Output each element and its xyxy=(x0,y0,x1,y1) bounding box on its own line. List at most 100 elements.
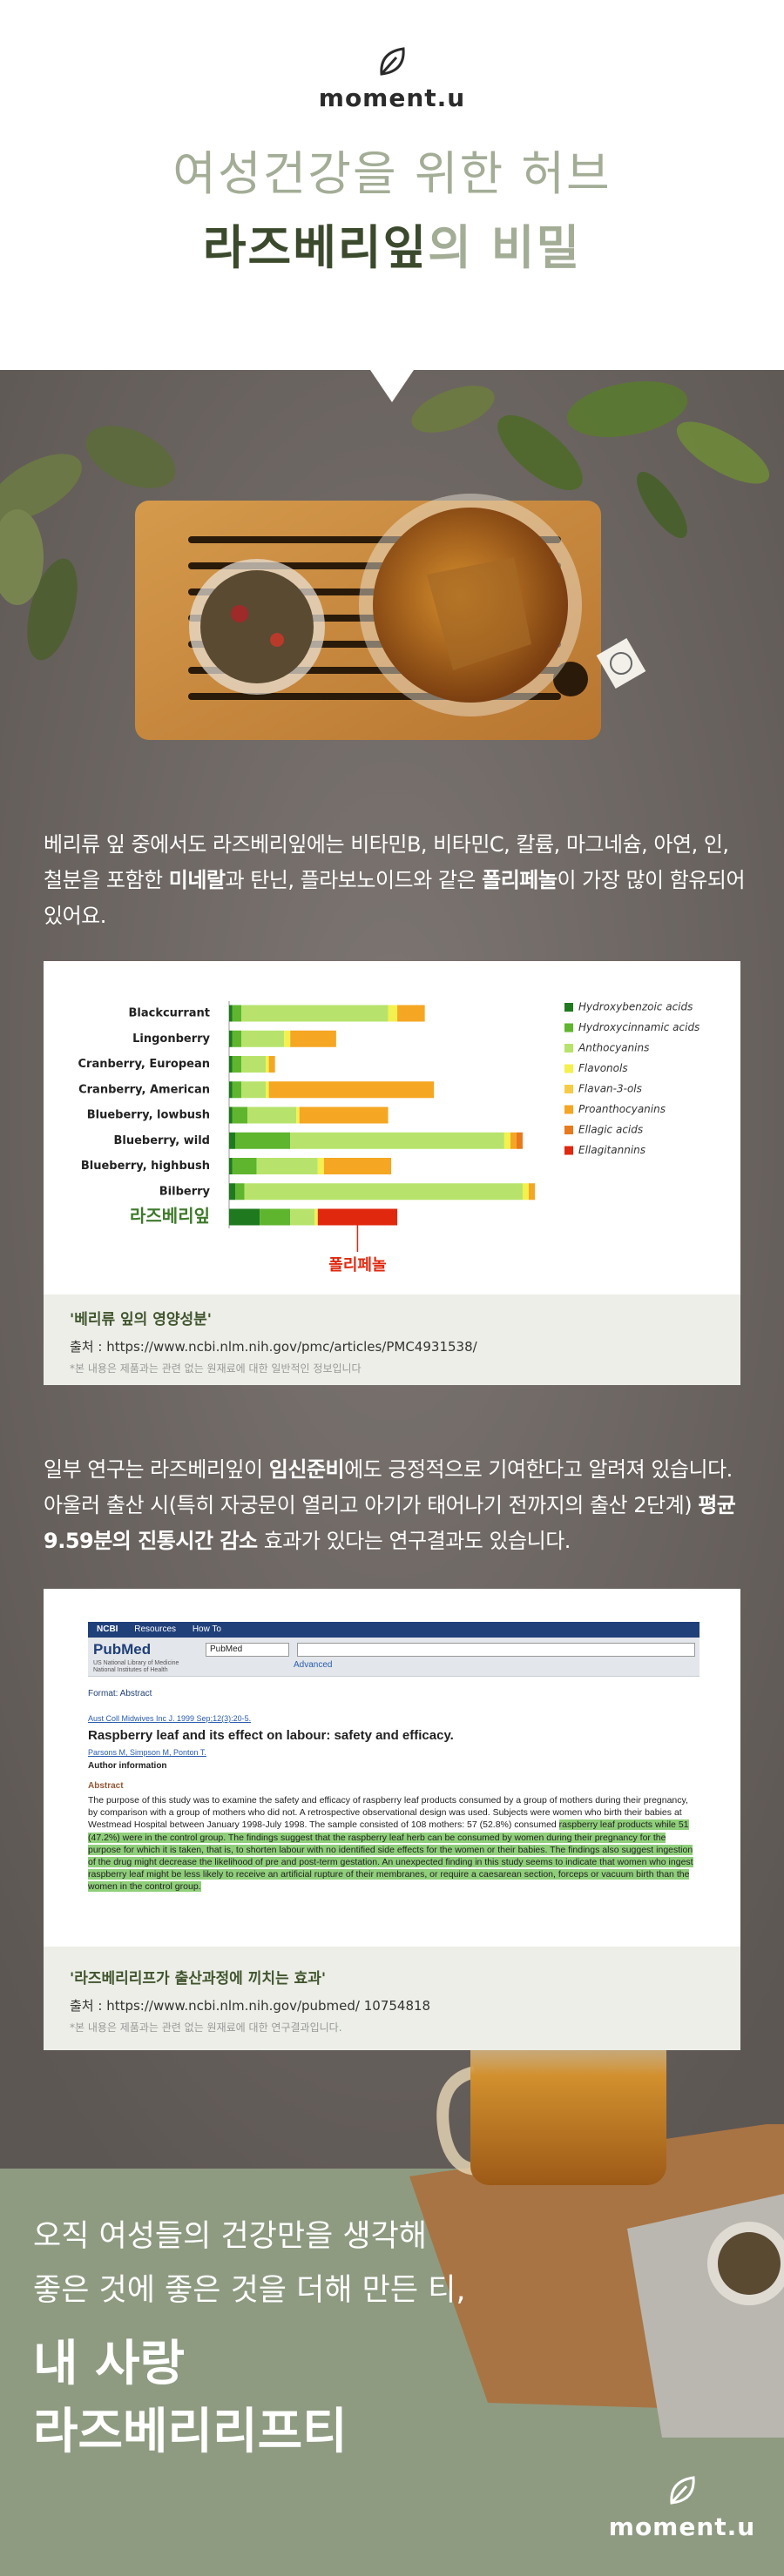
caption-source: 출처 : https://www.ncbi.nlm.nih.gov/pubmed… xyxy=(70,1998,431,2014)
legend-label: Anthocyanins xyxy=(578,1042,649,1054)
bar-segment xyxy=(268,1081,435,1099)
category-label: Bilberry xyxy=(159,1185,211,1198)
tea-tray xyxy=(135,494,646,740)
bar-segment xyxy=(232,1030,242,1047)
category-label: Cranberry, European xyxy=(78,1058,210,1071)
authors: Parsons M, Simpson M, Ponton T. xyxy=(88,1748,206,1757)
legend-swatch xyxy=(564,1023,573,1032)
logo-icon xyxy=(380,47,405,76)
bar-segment xyxy=(229,1208,260,1226)
chart-card: Blackcurrant Lingonberry Cranberry, Europe… xyxy=(44,961,740,1385)
bar-segment xyxy=(290,1208,315,1226)
text-segment: 미네랄 xyxy=(168,868,226,892)
legend-label: Flavonols xyxy=(578,1062,628,1074)
bar-segment xyxy=(229,1106,233,1124)
bar-segment xyxy=(256,1158,318,1174)
legend-swatch xyxy=(564,1146,573,1155)
bar-segment xyxy=(284,1030,291,1047)
author-info: Author information xyxy=(88,1761,167,1771)
title-segment: 라즈베리잎 xyxy=(202,220,429,275)
bar-segment xyxy=(247,1106,297,1124)
text-segment: 평균 9.59분의 진통시간 감소 xyxy=(44,1493,736,1553)
bar-segment xyxy=(241,1056,267,1073)
ncbi-bar: NCBI Resources How To xyxy=(88,1622,700,1638)
bar-segment xyxy=(229,1030,233,1047)
bar-segment xyxy=(522,1183,529,1201)
abstract: The purpose of this study was to examine… xyxy=(88,1794,700,1893)
caption-note: *본 내용은 제품과는 관련 없는 원재료에 대한 연구결과입니다. xyxy=(70,2021,342,2034)
bar-segment xyxy=(296,1106,300,1124)
text-segment: 이 가장 많이 함유되어 있어요. xyxy=(44,868,746,928)
abstract-highlight: raspberry leaf products while 51 (47.2%)… xyxy=(88,1819,693,1893)
text-segment: 폴리페놀 xyxy=(482,868,558,892)
title-line1: 여성건강을 위한 허브 xyxy=(172,146,612,201)
legend-label: Hydroxycinnamic acids xyxy=(578,1021,700,1033)
caption-title: '베리류 잎의 영양성분' xyxy=(70,1311,213,1328)
legend-swatch xyxy=(564,1105,573,1114)
nav-item: NCBI xyxy=(97,1624,118,1634)
text-segment: 베리류 잎 중에서도 라즈베리잎에는 비타민B, 비타민C, 칼륨, 마그네슘,… xyxy=(44,832,729,892)
legend-label: Flavan-3-ols xyxy=(578,1083,642,1095)
closing-line4: 라즈베리리프티 xyxy=(33,2404,348,2460)
bar-segment xyxy=(317,1208,398,1226)
annotation: 폴리페놀 xyxy=(328,1256,386,1275)
bar-segment xyxy=(397,1005,425,1022)
bar-segment xyxy=(232,1106,248,1124)
closing-line3: 내 사랑 xyxy=(33,2336,186,2392)
bar-segment xyxy=(323,1158,392,1174)
legend-swatch xyxy=(564,1044,573,1053)
title-segment: 의 비밀 xyxy=(428,220,582,275)
search-select: PubMed xyxy=(206,1643,289,1657)
bar-segment xyxy=(516,1132,523,1149)
bar-segment xyxy=(317,1158,324,1174)
chart-caption: '베리류 잎의 영양성분' 출처 : https://www.ncbi.nlm.… xyxy=(44,1295,740,1385)
search-bar: PubMed US National Library of Medicine N… xyxy=(88,1638,700,1677)
footer-logo: moment.u xyxy=(608,2512,756,2541)
bar-segment xyxy=(314,1208,318,1226)
advanced-link: Advanced xyxy=(294,1660,333,1670)
logo-icon xyxy=(670,2476,695,2505)
abstract-heading: Abstract xyxy=(88,1781,124,1791)
category-label: Blueberry, wild xyxy=(113,1134,210,1147)
bar-segment xyxy=(229,1005,233,1022)
brand-sub: US National Library of Medicine National… xyxy=(93,1660,179,1673)
caption-note: *본 내용은 제품과는 관련 없는 원재료에 대한 일반적인 정보입니다 xyxy=(70,1362,362,1375)
category-label: Blueberry, highbush xyxy=(81,1160,210,1173)
category-label: Blueberry, lowbush xyxy=(87,1109,210,1122)
bar-segment xyxy=(241,1030,285,1047)
logo: moment.u xyxy=(318,84,466,112)
bar-segment xyxy=(528,1183,535,1201)
study-caption: '라즈베리리프가 출산과정에 끼치는 효과' 출처 : https://www.… xyxy=(44,1947,740,2050)
bar-segment xyxy=(229,1158,233,1174)
legend-swatch xyxy=(564,1003,573,1012)
title-line2: 라즈베리잎의 비밀 xyxy=(0,209,784,278)
text-segment: 과 탄닌, 플라보노이드와 같은 xyxy=(225,868,483,892)
bar-segment xyxy=(268,1056,275,1073)
bar-segment xyxy=(229,1056,233,1073)
legend-label: Ellagitannins xyxy=(578,1144,645,1156)
caption-source: 출처 : https://www.ncbi.nlm.nih.gov/pmc/ar… xyxy=(70,1339,477,1355)
nav-item: Resources xyxy=(134,1624,177,1634)
bar-segment xyxy=(232,1005,242,1022)
bar-segment xyxy=(266,1056,269,1073)
text-segment: 효과가 있다는 연구결과도 있습니다. xyxy=(257,1529,571,1553)
chart: Blackcurrant Lingonberry Cranberry, Europe… xyxy=(78,1001,700,1275)
bar-segment xyxy=(232,1081,242,1099)
tea-glass xyxy=(409,2015,784,2438)
bar-segment xyxy=(290,1030,336,1047)
study-card: NCBI Resources How To PubMed US National… xyxy=(44,1589,740,2050)
legend-swatch xyxy=(564,1126,573,1134)
legend-swatch xyxy=(564,1085,573,1093)
category-label: Blackcurrant xyxy=(128,1007,210,1020)
bar-segment xyxy=(229,1183,236,1201)
notch xyxy=(370,370,414,402)
intro-paragraph: 베리류 잎 중에서도 라즈베리잎에는 비타민B, 비타민C, 칼륨, 마그네슘,… xyxy=(44,827,749,934)
caption-title: '라즈베리리프가 출산과정에 끼치는 효과' xyxy=(70,1970,327,1987)
bar-segment xyxy=(229,1132,236,1149)
study-paragraph: 일부 연구는 라즈베리잎이 임신준비에도 긍정적으로 기여한다고 알려져 있습니… xyxy=(44,1452,749,1559)
text-segment: 일부 연구는 라즈베리잎이 xyxy=(44,1457,269,1482)
legend-label: Hydroxybenzoic acids xyxy=(578,1001,693,1013)
bar-segment xyxy=(244,1183,523,1201)
abstract-text: The purpose of this study was to examine… xyxy=(88,1795,688,1831)
